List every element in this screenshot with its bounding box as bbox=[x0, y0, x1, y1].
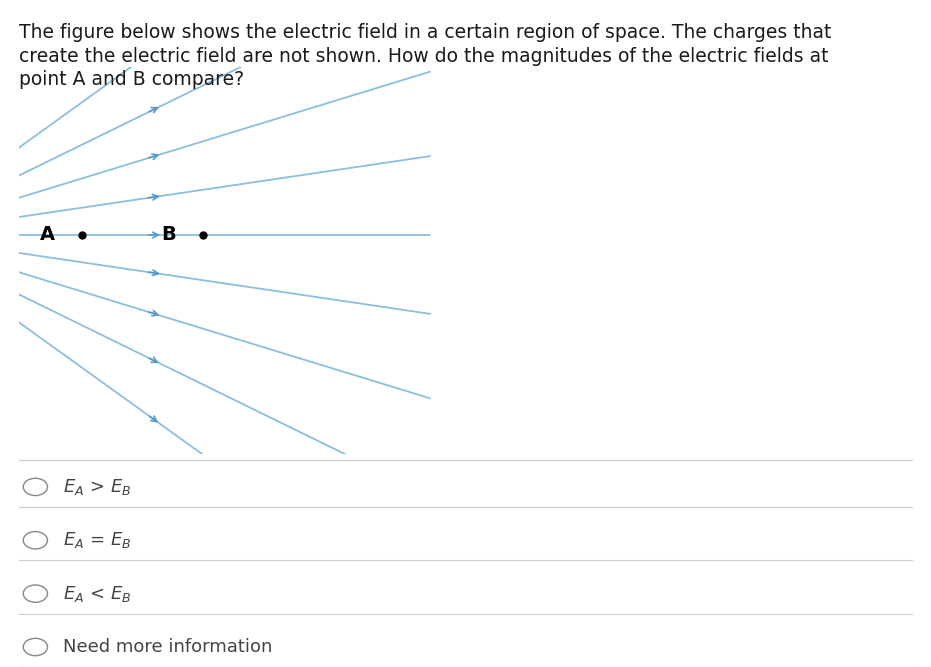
Text: $E_A$ > $E_B$: $E_A$ > $E_B$ bbox=[63, 477, 131, 497]
Text: create the electric field are not shown. How do the magnitudes of the electric f: create the electric field are not shown.… bbox=[19, 47, 828, 65]
Text: A: A bbox=[40, 225, 55, 245]
Text: The figure below shows the electric field in a certain region of space. The char: The figure below shows the electric fiel… bbox=[19, 23, 831, 42]
Text: Need more information: Need more information bbox=[63, 638, 273, 656]
Text: $E_A$ < $E_B$: $E_A$ < $E_B$ bbox=[63, 584, 131, 604]
Text: point A and B compare?: point A and B compare? bbox=[19, 70, 244, 89]
Text: B: B bbox=[161, 225, 176, 245]
Text: $E_A$ = $E_B$: $E_A$ = $E_B$ bbox=[63, 530, 131, 550]
